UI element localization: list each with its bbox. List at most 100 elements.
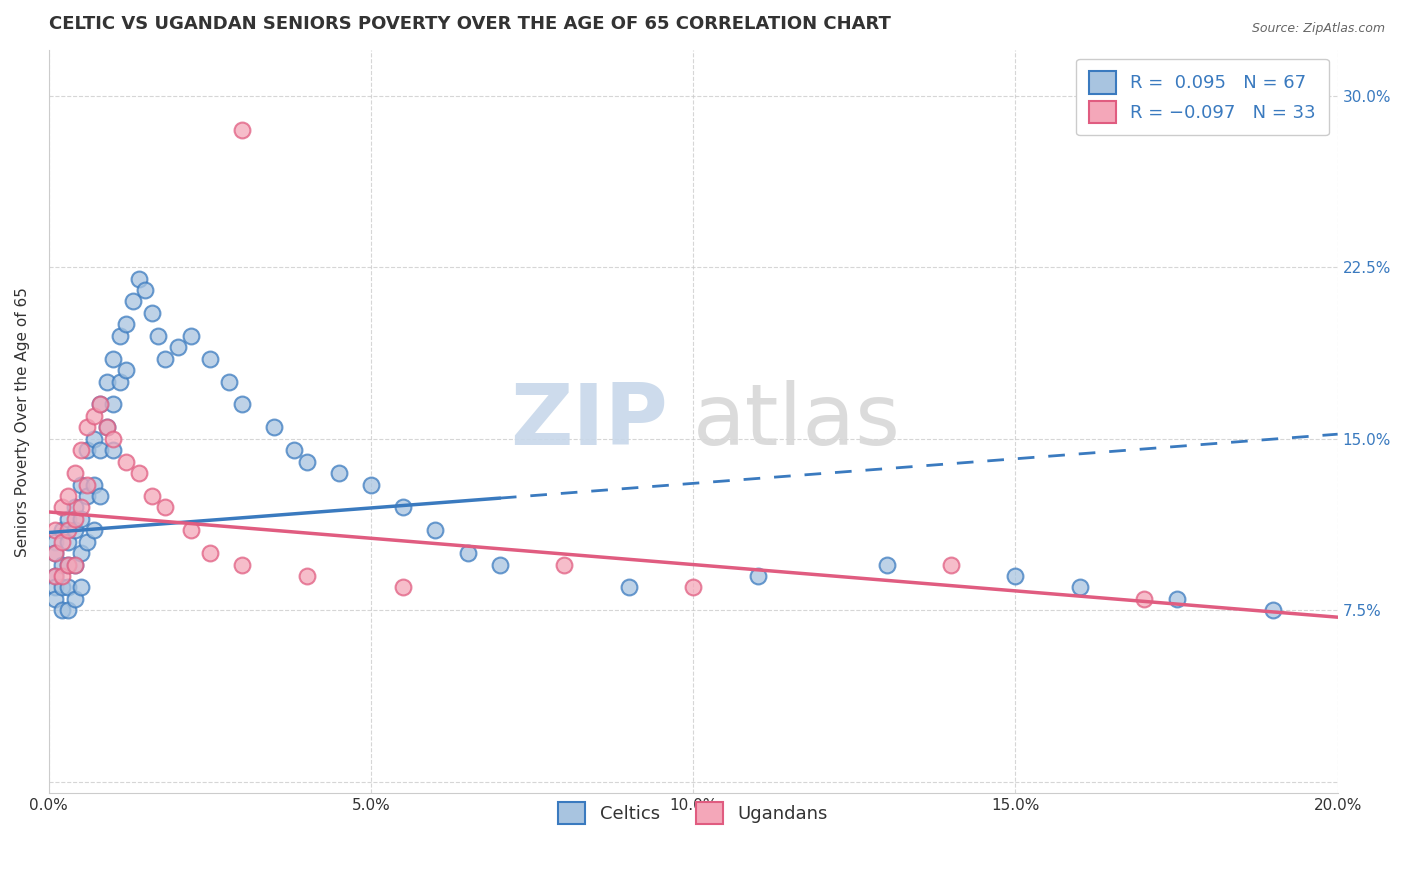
Point xyxy=(103,397,125,411)
Point xyxy=(103,351,125,366)
Point xyxy=(617,581,640,595)
Point xyxy=(153,351,176,366)
Point xyxy=(83,477,105,491)
Point xyxy=(939,558,962,572)
Point xyxy=(51,581,73,595)
Point xyxy=(108,375,131,389)
Point xyxy=(141,306,163,320)
Point xyxy=(295,455,318,469)
Text: ZIP: ZIP xyxy=(509,380,668,463)
Point xyxy=(44,546,66,560)
Point xyxy=(141,489,163,503)
Point xyxy=(56,512,79,526)
Point xyxy=(283,443,305,458)
Point xyxy=(63,512,86,526)
Point xyxy=(876,558,898,572)
Point xyxy=(44,569,66,583)
Point xyxy=(218,375,240,389)
Text: Source: ZipAtlas.com: Source: ZipAtlas.com xyxy=(1251,22,1385,36)
Point xyxy=(51,534,73,549)
Point xyxy=(231,558,253,572)
Point xyxy=(1263,603,1285,617)
Point xyxy=(1004,569,1026,583)
Point xyxy=(392,500,415,515)
Point xyxy=(76,489,98,503)
Point xyxy=(89,397,111,411)
Point xyxy=(180,328,202,343)
Point xyxy=(44,534,66,549)
Point xyxy=(63,523,86,537)
Point xyxy=(70,546,93,560)
Point xyxy=(70,512,93,526)
Point xyxy=(263,420,285,434)
Point xyxy=(153,500,176,515)
Text: CELTIC VS UGANDAN SENIORS POVERTY OVER THE AGE OF 65 CORRELATION CHART: CELTIC VS UGANDAN SENIORS POVERTY OVER T… xyxy=(49,15,890,33)
Point xyxy=(44,591,66,606)
Point xyxy=(231,397,253,411)
Point xyxy=(70,443,93,458)
Point xyxy=(76,477,98,491)
Point xyxy=(128,466,150,480)
Point xyxy=(96,420,118,434)
Point xyxy=(76,420,98,434)
Point xyxy=(115,318,138,332)
Point xyxy=(76,534,98,549)
Y-axis label: Seniors Poverty Over the Age of 65: Seniors Poverty Over the Age of 65 xyxy=(15,286,30,557)
Point xyxy=(70,581,93,595)
Point xyxy=(56,581,79,595)
Point xyxy=(89,397,111,411)
Point xyxy=(83,432,105,446)
Point xyxy=(1166,591,1188,606)
Point xyxy=(44,569,66,583)
Point xyxy=(63,466,86,480)
Point xyxy=(166,340,188,354)
Point xyxy=(231,123,253,137)
Point xyxy=(51,603,73,617)
Point xyxy=(51,558,73,572)
Point xyxy=(83,523,105,537)
Point xyxy=(392,581,415,595)
Point xyxy=(56,489,79,503)
Point xyxy=(89,443,111,458)
Legend: Celtics, Ugandans: Celtics, Ugandans xyxy=(546,789,841,837)
Point xyxy=(489,558,512,572)
Point xyxy=(457,546,479,560)
Point xyxy=(56,603,79,617)
Point xyxy=(103,432,125,446)
Point xyxy=(63,558,86,572)
Point xyxy=(115,455,138,469)
Point xyxy=(328,466,350,480)
Point xyxy=(51,523,73,537)
Point xyxy=(70,500,93,515)
Point xyxy=(63,591,86,606)
Point xyxy=(295,569,318,583)
Point xyxy=(121,294,143,309)
Point xyxy=(96,375,118,389)
Point xyxy=(63,558,86,572)
Point xyxy=(103,443,125,458)
Point xyxy=(747,569,769,583)
Point xyxy=(44,546,66,560)
Point xyxy=(63,500,86,515)
Point xyxy=(1133,591,1156,606)
Point xyxy=(56,534,79,549)
Point xyxy=(682,581,704,595)
Point xyxy=(56,558,79,572)
Point xyxy=(115,363,138,377)
Point xyxy=(76,443,98,458)
Point xyxy=(96,420,118,434)
Point xyxy=(198,351,221,366)
Point xyxy=(51,500,73,515)
Point xyxy=(44,581,66,595)
Point xyxy=(108,328,131,343)
Point xyxy=(128,271,150,285)
Point xyxy=(56,523,79,537)
Point xyxy=(1069,581,1091,595)
Point xyxy=(70,477,93,491)
Point xyxy=(51,569,73,583)
Point xyxy=(83,409,105,423)
Point xyxy=(553,558,575,572)
Point xyxy=(148,328,170,343)
Point xyxy=(425,523,447,537)
Point xyxy=(44,523,66,537)
